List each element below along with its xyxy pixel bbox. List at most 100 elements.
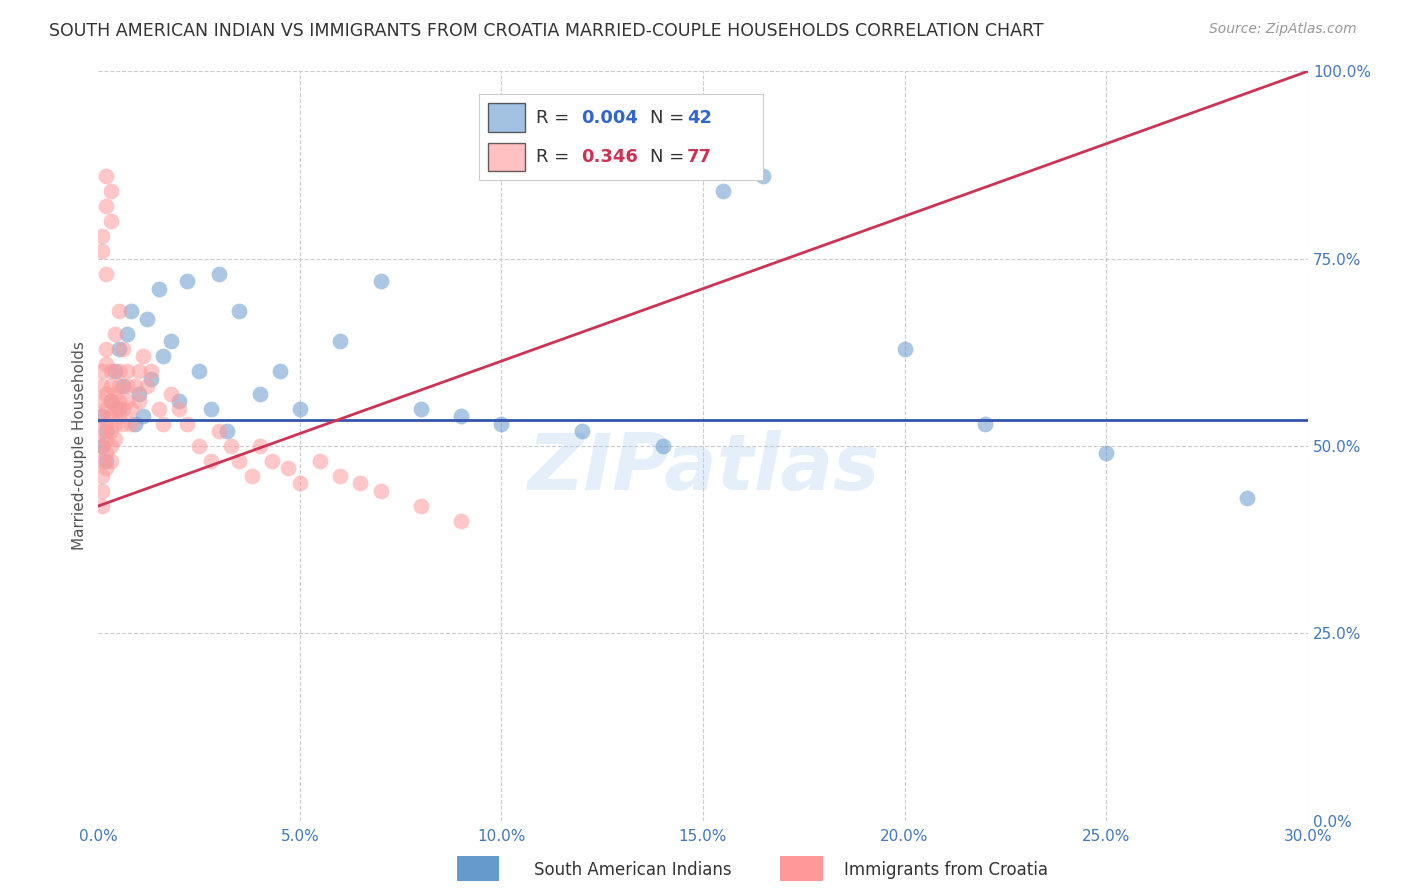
Point bbox=[91, 229, 114, 244]
Text: SOUTH AMERICAN INDIAN VS IMMIGRANTS FROM CROATIA MARRIED-COUPLE HOUSEHOLDS CORRE: SOUTH AMERICAN INDIAN VS IMMIGRANTS FROM… bbox=[49, 22, 1043, 40]
Point bbox=[409, 499, 432, 513]
Point bbox=[91, 379, 114, 393]
Point bbox=[96, 267, 118, 281]
Point bbox=[188, 364, 211, 378]
Point bbox=[148, 282, 170, 296]
Point bbox=[107, 364, 129, 378]
Point bbox=[167, 394, 190, 409]
Point bbox=[124, 379, 146, 393]
Y-axis label: Married-couple Households: Married-couple Households bbox=[72, 342, 87, 550]
Point bbox=[96, 446, 118, 460]
Point bbox=[571, 424, 593, 438]
Point bbox=[160, 334, 183, 348]
Point bbox=[752, 169, 775, 184]
Point bbox=[96, 417, 118, 431]
Point bbox=[100, 214, 122, 228]
Point bbox=[1236, 491, 1258, 506]
Point bbox=[221, 439, 243, 453]
Point bbox=[115, 364, 138, 378]
Point bbox=[91, 424, 114, 438]
Point bbox=[111, 401, 134, 416]
Point bbox=[91, 439, 114, 453]
Point bbox=[103, 401, 125, 416]
Point bbox=[974, 417, 997, 431]
Text: ZIPatlas: ZIPatlas bbox=[527, 431, 879, 507]
Point bbox=[107, 409, 129, 423]
Point bbox=[329, 469, 352, 483]
Point bbox=[217, 424, 239, 438]
Point bbox=[96, 424, 118, 438]
Point bbox=[100, 454, 122, 468]
Point bbox=[148, 401, 170, 416]
Point bbox=[96, 342, 118, 356]
Point bbox=[152, 417, 174, 431]
Point bbox=[309, 454, 332, 468]
Point bbox=[188, 439, 211, 453]
Point bbox=[176, 274, 198, 288]
Point bbox=[115, 326, 138, 341]
Point bbox=[135, 311, 157, 326]
Point bbox=[167, 401, 190, 416]
Point bbox=[228, 304, 250, 318]
Point bbox=[100, 184, 122, 198]
Point bbox=[160, 386, 183, 401]
Point bbox=[91, 499, 114, 513]
Point bbox=[200, 401, 222, 416]
Point bbox=[91, 394, 114, 409]
Point bbox=[128, 364, 150, 378]
Point bbox=[329, 334, 352, 348]
Point bbox=[240, 469, 263, 483]
Point bbox=[107, 379, 129, 393]
Point bbox=[135, 379, 157, 393]
Point bbox=[100, 439, 122, 453]
Point bbox=[103, 364, 125, 378]
Point bbox=[103, 432, 125, 446]
Point bbox=[269, 364, 291, 378]
Point bbox=[450, 514, 472, 528]
Point bbox=[103, 417, 125, 431]
Point bbox=[115, 379, 138, 393]
Point bbox=[111, 417, 134, 431]
Point bbox=[91, 409, 114, 423]
Point bbox=[277, 461, 299, 475]
Point bbox=[152, 349, 174, 363]
Point bbox=[208, 267, 231, 281]
Point bbox=[249, 386, 271, 401]
Point bbox=[100, 364, 122, 378]
Point bbox=[107, 342, 129, 356]
Point bbox=[91, 244, 114, 259]
Point bbox=[91, 454, 114, 468]
Point bbox=[96, 454, 118, 468]
Point bbox=[96, 386, 118, 401]
Point bbox=[100, 379, 122, 393]
Point bbox=[107, 304, 129, 318]
Point bbox=[128, 394, 150, 409]
Point bbox=[91, 483, 114, 498]
Point bbox=[96, 401, 118, 416]
Point bbox=[139, 371, 162, 385]
Point bbox=[96, 199, 118, 213]
Point bbox=[893, 342, 915, 356]
Point bbox=[107, 401, 129, 416]
Point bbox=[491, 417, 513, 431]
Point bbox=[228, 454, 250, 468]
Point bbox=[91, 409, 114, 423]
Point bbox=[139, 364, 162, 378]
Point bbox=[111, 379, 134, 393]
Point bbox=[208, 424, 231, 438]
Point bbox=[100, 394, 122, 409]
Point bbox=[115, 394, 138, 409]
Point bbox=[96, 169, 118, 184]
Point bbox=[100, 424, 122, 438]
Point bbox=[91, 364, 114, 378]
Point bbox=[132, 409, 155, 423]
Point bbox=[103, 326, 125, 341]
Point bbox=[370, 274, 392, 288]
Point bbox=[96, 461, 118, 475]
Text: South American Indians: South American Indians bbox=[534, 861, 733, 879]
Text: Immigrants from Croatia: Immigrants from Croatia bbox=[844, 861, 1047, 879]
Point bbox=[103, 386, 125, 401]
Point bbox=[111, 342, 134, 356]
Point bbox=[370, 483, 392, 498]
Point bbox=[711, 184, 734, 198]
